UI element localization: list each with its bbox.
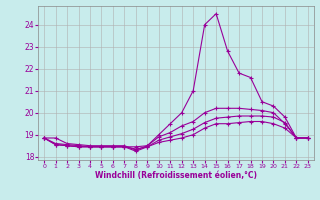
X-axis label: Windchill (Refroidissement éolien,°C): Windchill (Refroidissement éolien,°C) <box>95 171 257 180</box>
